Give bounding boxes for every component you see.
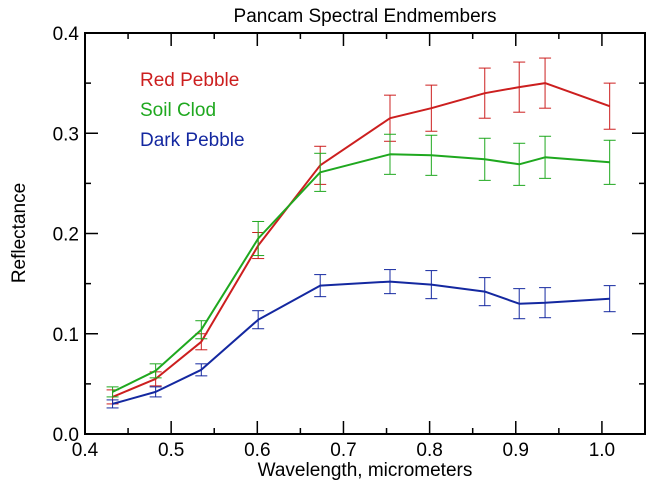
axis-tick-labels: 0.4 0.5 0.6 0.7 0.8 0.9 1.0 0.0 0.1 0.2 0.3 0.4	[53, 24, 616, 461]
y-tick-label: 0.3	[53, 124, 79, 145]
y-tick-label: 0.1	[53, 325, 79, 346]
series-line	[112, 153, 610, 393]
y-tick-label: 0.4	[53, 24, 80, 45]
chart-title: Pancam Spectral Endmembers	[234, 6, 497, 27]
x-tick-label: 0.5	[158, 440, 184, 461]
error-bar	[106, 399, 119, 409]
series-dark-pebble	[106, 269, 616, 409]
x-tick-label: 0.8	[416, 440, 442, 461]
legend-entry-dark-pebble: Dark Pebble	[140, 130, 245, 151]
y-tick-label: 0.2	[53, 225, 79, 246]
y-tick-label: 0.0	[53, 425, 79, 446]
series-line	[112, 82, 611, 398]
x-tick-label: 0.4	[72, 440, 99, 461]
x-tick-label: 0.9	[503, 440, 529, 461]
legend-entry-red-pebble: Red Pebble	[140, 70, 239, 91]
x-tick-label: 0.7	[330, 440, 356, 461]
legend-entry-soil-clod: Soil Clod	[140, 100, 216, 121]
x-tick-label: 1.0	[589, 440, 615, 461]
plot-frame	[84, 32, 646, 435]
series-layer	[106, 57, 616, 409]
y-axis-label: Reflectance	[9, 183, 30, 283]
x-axis-label: Wavelength, micrometers	[258, 460, 473, 481]
error-bar	[106, 386, 119, 398]
axis-ticks	[84, 32, 646, 435]
series-line	[112, 280, 610, 405]
series-soil-clod	[106, 133, 616, 398]
x-tick-label: 0.6	[244, 440, 270, 461]
legend: Red Pebble Soil Clod Dark Pebble	[140, 70, 245, 151]
